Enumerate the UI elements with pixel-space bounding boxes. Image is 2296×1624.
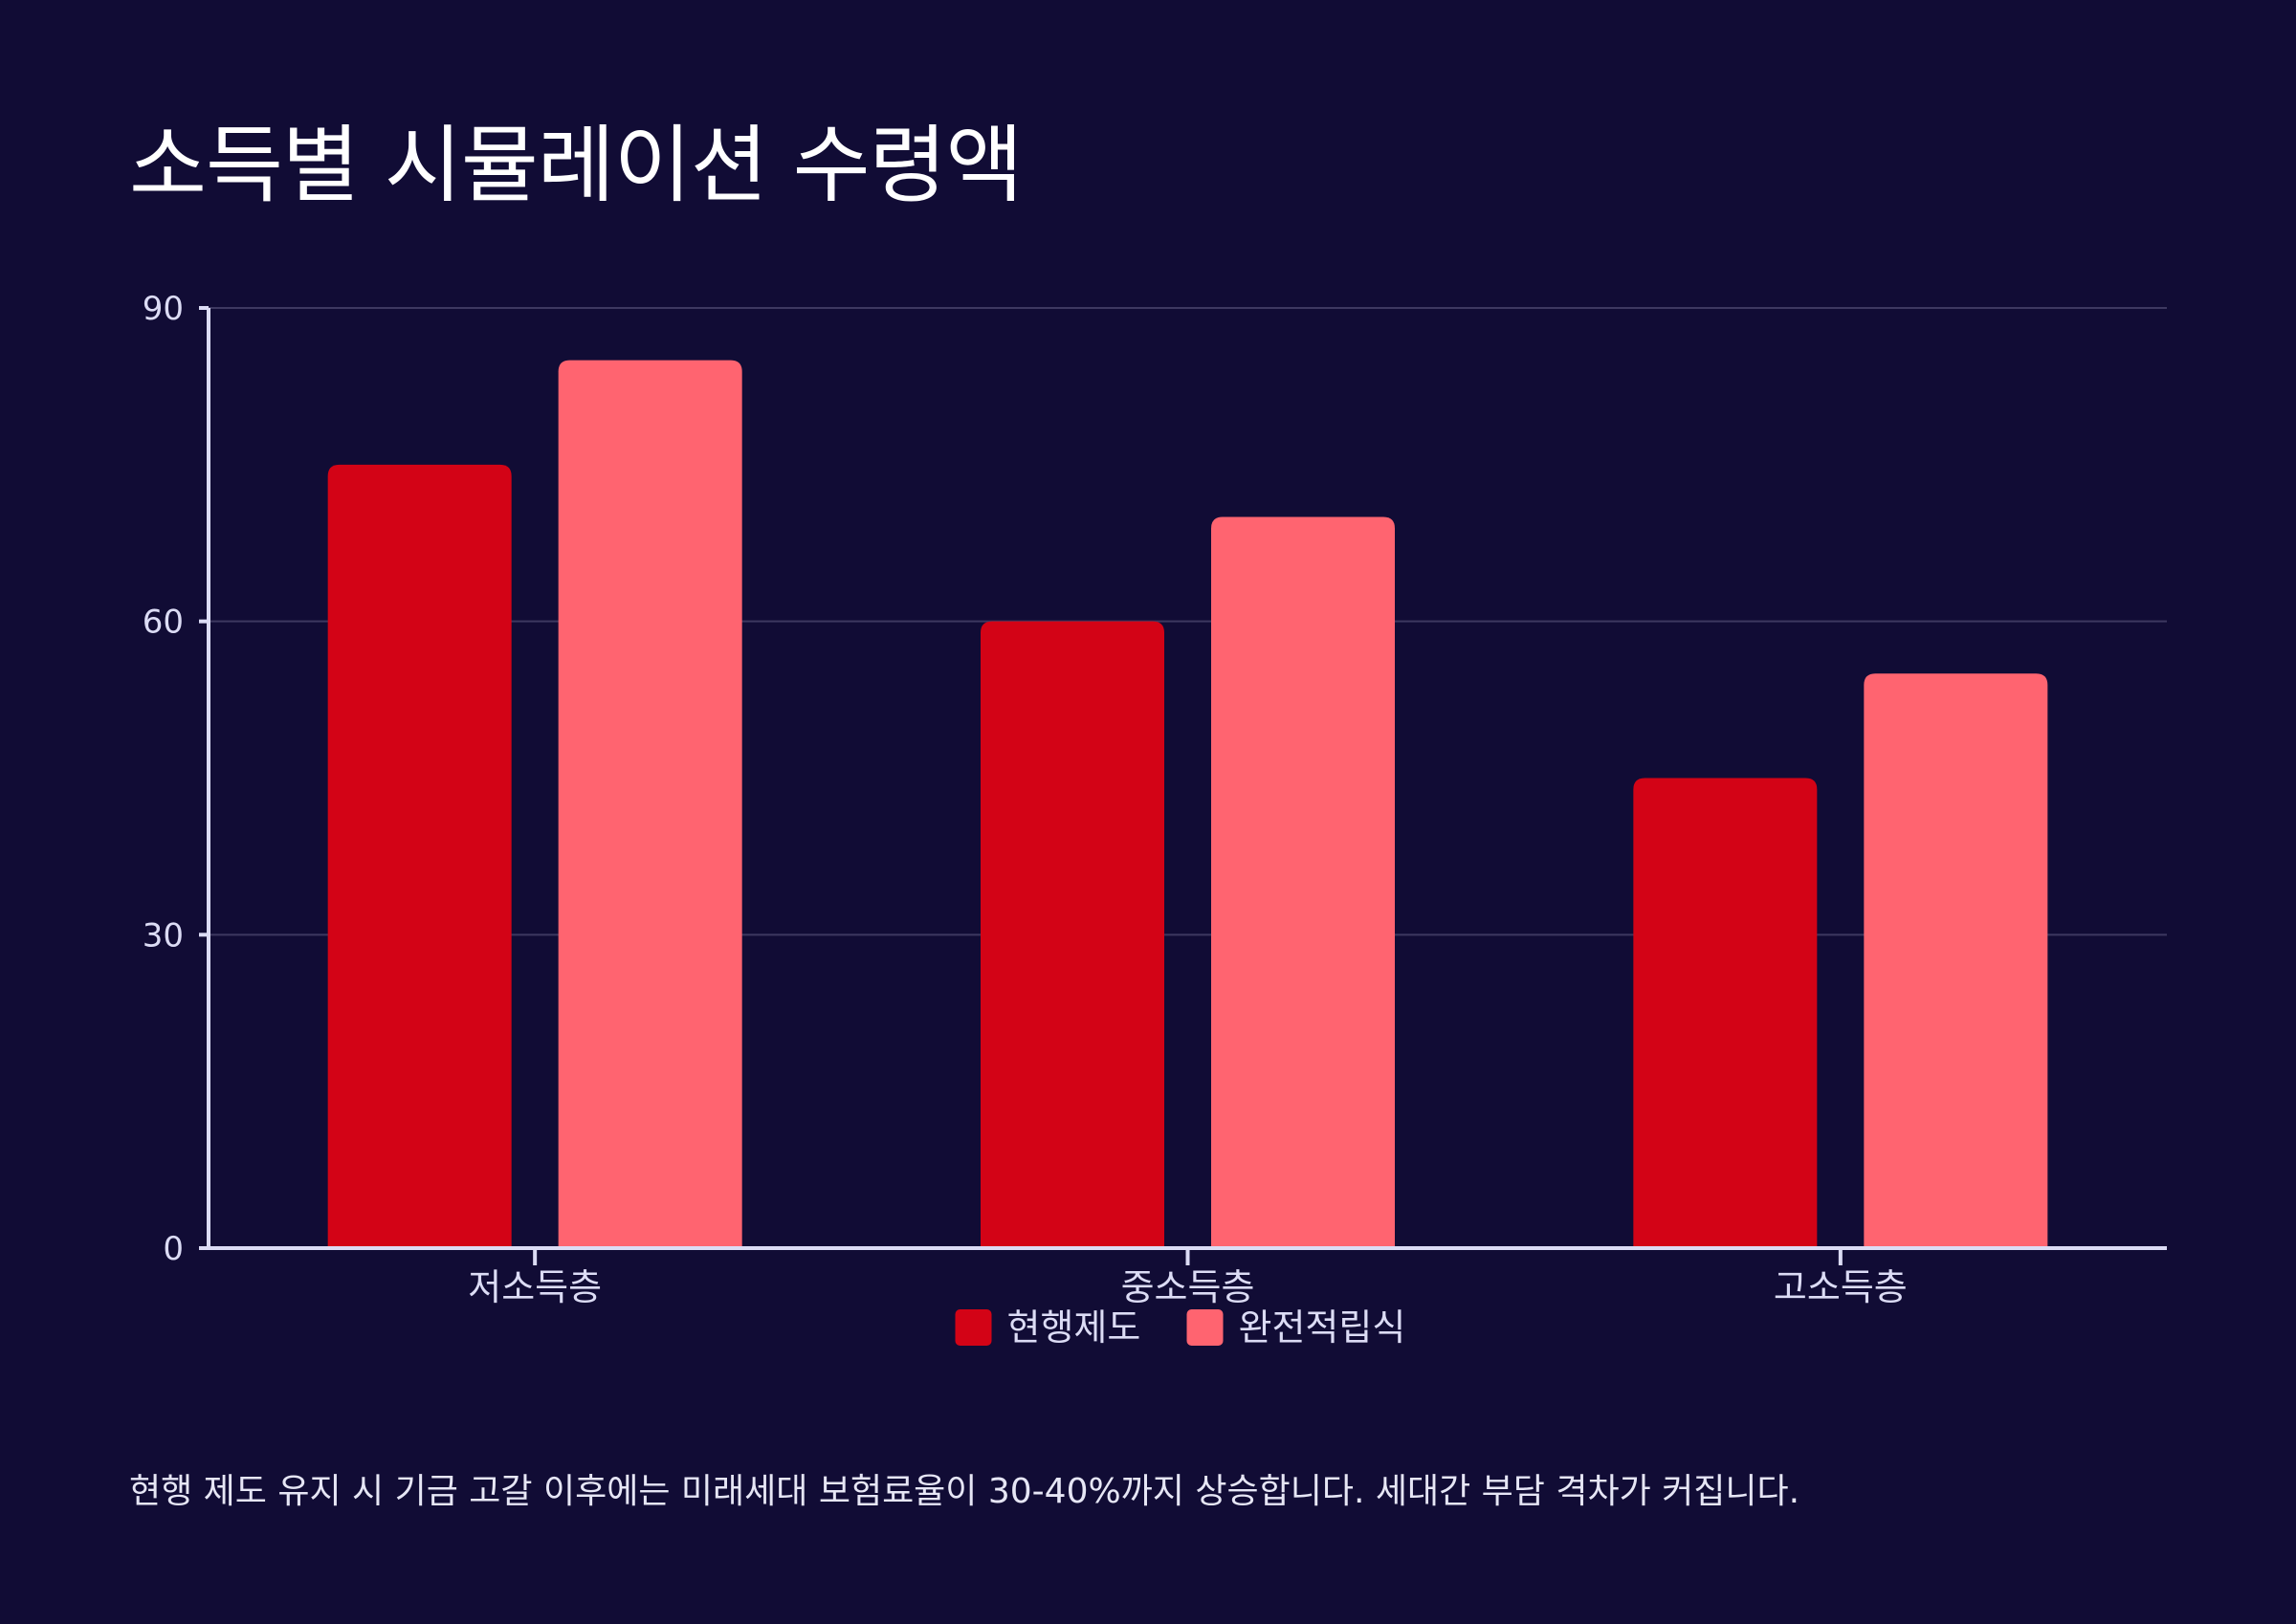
bars xyxy=(327,360,2048,1249)
chart-title: 소득별 시뮬레이션 수령액 xyxy=(129,116,1024,214)
grid-lines xyxy=(209,307,2167,936)
x-tick-label: 저소득층 xyxy=(468,1266,602,1308)
y-tick-label: 0 xyxy=(163,1230,184,1268)
axes: 0 30 60 90 저소득층 중소득층 고소득층 xyxy=(143,290,2167,1308)
y-tick-label: 30 xyxy=(143,916,184,955)
bar xyxy=(558,360,742,1249)
legend: 현행제도 완전적립식 xyxy=(955,1306,1406,1349)
bar xyxy=(327,464,512,1248)
x-tick-label: 고소득층 xyxy=(1774,1266,1908,1308)
legend-label: 완전적립식 xyxy=(1239,1306,1406,1349)
bar xyxy=(1211,516,1395,1248)
y-tick-label: 90 xyxy=(143,290,184,328)
legend-swatch xyxy=(1186,1309,1224,1346)
bar xyxy=(1633,778,1818,1248)
footnote: 현행 제도 유지 시 기금 고갈 이후에는 미래세대 보험료율이 30-40%까… xyxy=(129,1472,1800,1511)
y-tick-label: 60 xyxy=(143,604,184,642)
legend-swatch xyxy=(955,1309,992,1346)
bar xyxy=(1864,673,2048,1248)
legend-label: 현행제도 xyxy=(1007,1306,1141,1349)
bar xyxy=(981,621,1164,1248)
x-tick-label: 중소득층 xyxy=(1121,1266,1255,1308)
